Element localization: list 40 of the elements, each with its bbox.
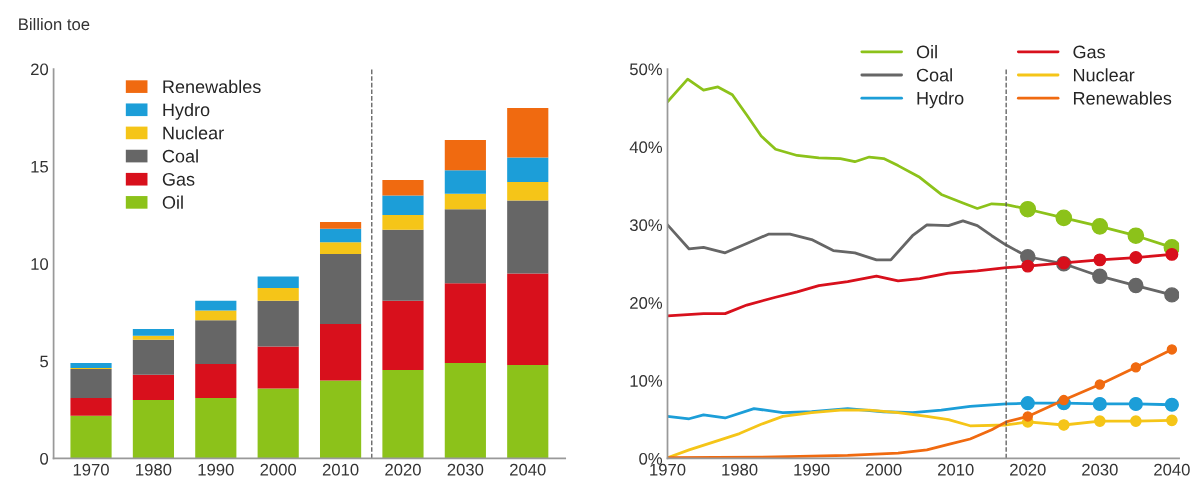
legend-label: Renewables bbox=[1073, 91, 1172, 105]
legend-label: Gas bbox=[162, 172, 195, 186]
y-tick-label: 10 bbox=[31, 258, 49, 270]
y-tick-label: 30% bbox=[629, 219, 663, 232]
legend-label: Hydro bbox=[163, 103, 210, 120]
legend-label: Renewables bbox=[163, 79, 261, 94]
legend-label: Oil bbox=[162, 195, 183, 209]
y-tick-label: 15 bbox=[31, 160, 49, 173]
legend-label: Coal bbox=[916, 68, 952, 82]
x-tick-label: 1980 bbox=[722, 463, 758, 476]
x-tick-label: 2010 bbox=[938, 463, 974, 476]
y-tick-label: 20% bbox=[630, 297, 663, 309]
legend-label: Hydro bbox=[917, 91, 964, 109]
x-tick-label: 1970 bbox=[650, 463, 686, 476]
x-tick-label: 1990 bbox=[198, 463, 234, 476]
x-tick-label: 2020 bbox=[1010, 463, 1046, 476]
y-tick-label: 20 bbox=[31, 63, 49, 76]
y-axis-title: Billion toe bbox=[19, 17, 90, 31]
legend-label: Gas bbox=[1073, 45, 1105, 59]
x-tick-label: 2010 bbox=[322, 463, 359, 476]
x-tick-label: 1970 bbox=[73, 463, 109, 476]
x-tick-label: 1980 bbox=[136, 463, 172, 476]
x-tick-label: 2030 bbox=[1082, 463, 1118, 476]
y-tick-label: 0 bbox=[40, 452, 49, 465]
legend-label: Nuclear bbox=[1073, 68, 1135, 82]
y-tick-label: 10% bbox=[630, 375, 663, 387]
legend-label: Coal bbox=[162, 149, 198, 163]
x-tick-label: 2030 bbox=[447, 463, 484, 476]
x-tick-label: 2040 bbox=[510, 463, 546, 476]
y-tick-label: 50% bbox=[629, 63, 663, 76]
x-tick-label: 1990 bbox=[794, 463, 830, 476]
x-tick-label: 2020 bbox=[385, 463, 421, 476]
x-tick-label: 2000 bbox=[260, 463, 297, 476]
legend-label: Nuclear bbox=[163, 126, 224, 140]
y-tick-label: 0% bbox=[639, 452, 663, 465]
x-tick-label: 2000 bbox=[865, 463, 902, 476]
y-tick-label: 5 bbox=[40, 355, 49, 368]
y-tick-label: 40% bbox=[629, 141, 663, 154]
x-tick-label: 2040 bbox=[1154, 463, 1190, 476]
legend-label: Oil bbox=[916, 45, 937, 59]
